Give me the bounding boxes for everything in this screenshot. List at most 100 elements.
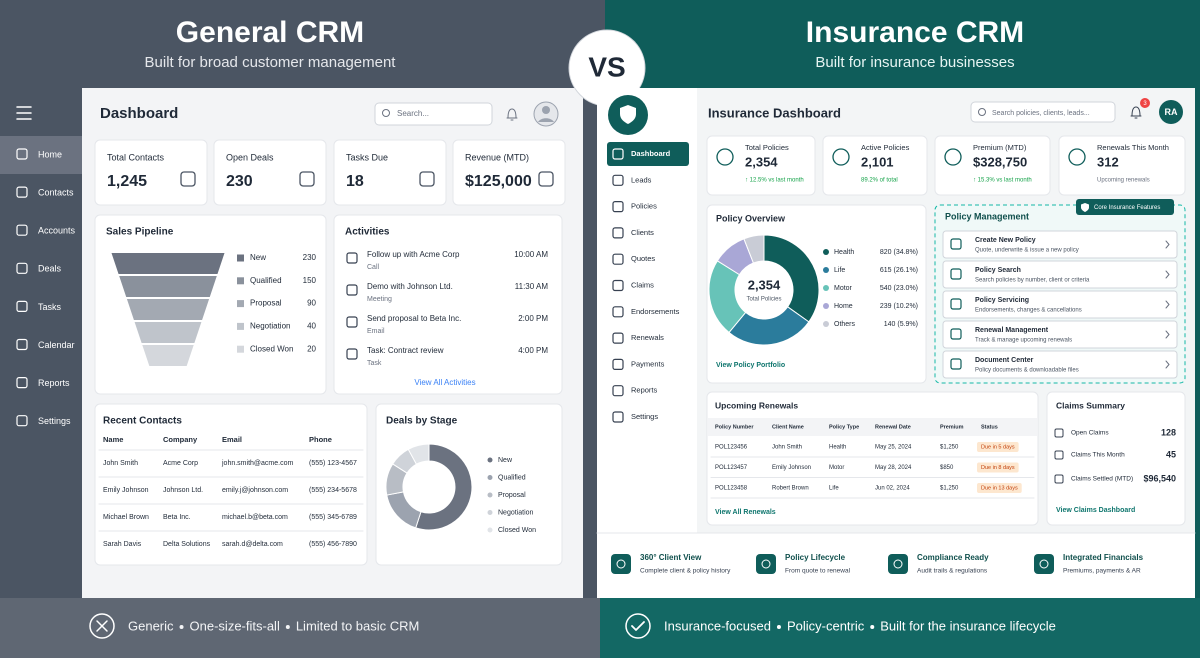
activity-title: Demo with Johnson Ltd. — [367, 282, 453, 291]
donut-slice — [763, 234, 820, 323]
badge — [1076, 199, 1174, 215]
nav-item[interactable]: Home — [38, 149, 62, 159]
nav-item[interactable]: Payments — [631, 359, 665, 368]
status-pill — [977, 462, 1019, 473]
nav-item[interactable]: Calendar — [38, 340, 75, 350]
nav-item[interactable]: Leads — [631, 175, 652, 184]
legend-swatch — [237, 277, 244, 285]
nav-item[interactable]: Contacts — [38, 187, 74, 197]
nav-item[interactable]: Claims — [631, 280, 654, 289]
stage-count: 20 — [307, 344, 316, 353]
feature-icon — [756, 554, 776, 574]
legend-swatch — [237, 322, 244, 330]
card — [94, 139, 208, 206]
nav-icon — [612, 174, 624, 186]
action-row[interactable] — [942, 230, 1178, 259]
table-cell: Acme Corp — [163, 460, 198, 467]
nav-item[interactable]: Renewals — [631, 333, 664, 342]
feature-icon — [1034, 554, 1054, 574]
right-footer — [600, 598, 1200, 658]
action-title: Policy Search — [975, 267, 1021, 274]
legend-label: Qualified — [498, 474, 526, 481]
legend-dot — [487, 457, 493, 463]
link[interactable]: View All Renewals — [715, 509, 776, 516]
legend-label: Motor — [834, 285, 853, 292]
nav-item[interactable]: Quotes — [631, 254, 655, 263]
action-icon — [950, 238, 962, 250]
action-title: Create New Policy — [975, 237, 1036, 244]
activity-icon — [346, 348, 358, 360]
table-cell: sarah.d@delta.com — [222, 541, 283, 548]
donut-total: 2,354 — [748, 277, 781, 292]
claim-value: 45 — [1166, 449, 1176, 459]
nav-icon — [16, 186, 28, 198]
kpi-label: Renewals This Month — [1097, 143, 1169, 152]
activity-type: Call — [367, 264, 380, 271]
activity-time: 2:00 PM — [518, 314, 548, 323]
card — [1058, 135, 1186, 196]
action-row[interactable] — [942, 290, 1178, 319]
action-desc: Policy documents & downloadable files — [975, 368, 1079, 374]
action-row[interactable] — [942, 320, 1178, 349]
nav-icon — [612, 411, 624, 423]
card — [94, 403, 368, 566]
table-cell: (555) 345-6789 — [309, 514, 357, 521]
funnel-stage — [134, 322, 202, 343]
activity-time: 4:00 PM — [518, 346, 548, 355]
table-cell: Robert Brown — [772, 486, 809, 492]
feature-desc: Complete client & policy history — [640, 568, 731, 575]
bullet — [776, 625, 781, 629]
activity-icon — [346, 284, 358, 296]
section-subtitle: Built for broad customer management — [145, 54, 397, 71]
nav-item[interactable]: Settings — [631, 412, 658, 421]
action-row[interactable] — [942, 260, 1178, 289]
nav-item[interactable]: Endorsements — [631, 307, 680, 316]
nav-item[interactable]: Tasks — [38, 302, 62, 312]
legend-dot — [823, 285, 829, 291]
status-label: Due in 5 days — [981, 444, 1015, 450]
funnel-stage — [126, 299, 210, 320]
activity-title: Follow up with Acme Corp — [367, 250, 460, 259]
bell-icon — [506, 108, 518, 121]
legend-swatch — [237, 254, 244, 262]
claim-icon — [1054, 474, 1064, 484]
legend-dot — [487, 492, 493, 498]
nav-active — [607, 142, 689, 166]
nav-item[interactable]: Reports — [631, 386, 658, 395]
cross-icon — [89, 613, 115, 639]
nav-item[interactable]: Reports — [38, 378, 70, 388]
search-placeholder: Search policies, clients, leads... — [992, 110, 1090, 117]
action-row[interactable] — [942, 350, 1178, 379]
action-desc: Search policies by number, client or cri… — [975, 278, 1090, 284]
nav-icon — [612, 358, 624, 370]
nav-item[interactable]: Settings — [38, 416, 71, 426]
column-header: Status — [981, 424, 998, 430]
nav-item[interactable]: Accounts — [38, 226, 76, 236]
nav-item[interactable]: Dashboard — [631, 149, 671, 158]
nav-item[interactable]: Deals — [38, 264, 62, 274]
legend-dot — [487, 527, 493, 533]
claim-label: Claims Settled (MTD) — [1071, 476, 1133, 483]
nav-item[interactable]: Policies — [631, 202, 657, 211]
link[interactable]: View All Activities — [414, 378, 475, 387]
notification-count: 3 — [1143, 101, 1147, 107]
kpi-icon — [1068, 148, 1086, 166]
kpi-value: 18 — [346, 173, 364, 190]
search-box[interactable] — [970, 101, 1116, 123]
nav-icon — [612, 279, 624, 292]
legend-label: New — [498, 457, 513, 464]
activity-type: Email — [367, 328, 385, 335]
link[interactable]: View Claims Dashboard — [1056, 507, 1135, 514]
feature-glyph — [761, 559, 771, 569]
footer-point: One-size-fits-all — [190, 618, 280, 633]
nav-item[interactable]: Clients — [631, 228, 654, 237]
nav-icon — [16, 415, 28, 427]
table-cell: Emily Johnson — [772, 465, 811, 471]
link[interactable]: View Policy Portfolio — [716, 362, 785, 369]
activity-type: Task — [367, 360, 382, 367]
search-box[interactable] — [374, 102, 493, 126]
kpi-note: ↑ 12.5% vs last month — [745, 178, 804, 184]
feature-title: 360° Client View — [640, 553, 702, 562]
nav-icon — [612, 253, 624, 265]
